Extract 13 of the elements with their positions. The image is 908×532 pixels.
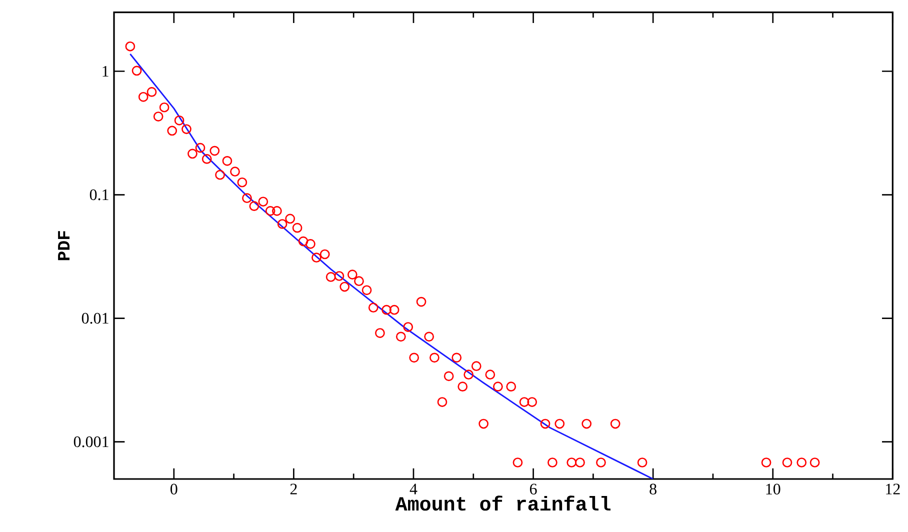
y-tick-label: 1 — [102, 66, 108, 77]
y-axis-title: PDF — [58, 231, 70, 260]
x-tick-label: 0 — [170, 484, 178, 494]
x-axis-title: Amount of rainfall — [395, 496, 610, 511]
x-tick-label: 8 — [650, 484, 656, 494]
x-tick-label: 2 — [290, 484, 297, 494]
y-tick-label: 0.1 — [90, 189, 108, 200]
y-tick-label: 0.001 — [74, 436, 108, 448]
y-tick-label: 0.01 — [82, 312, 108, 324]
x-tick-label: 12 — [886, 484, 900, 494]
x-tick-label: 6 — [530, 484, 537, 494]
x-tick-label: 10 — [766, 484, 780, 494]
x-tick-label: 4 — [410, 484, 418, 494]
